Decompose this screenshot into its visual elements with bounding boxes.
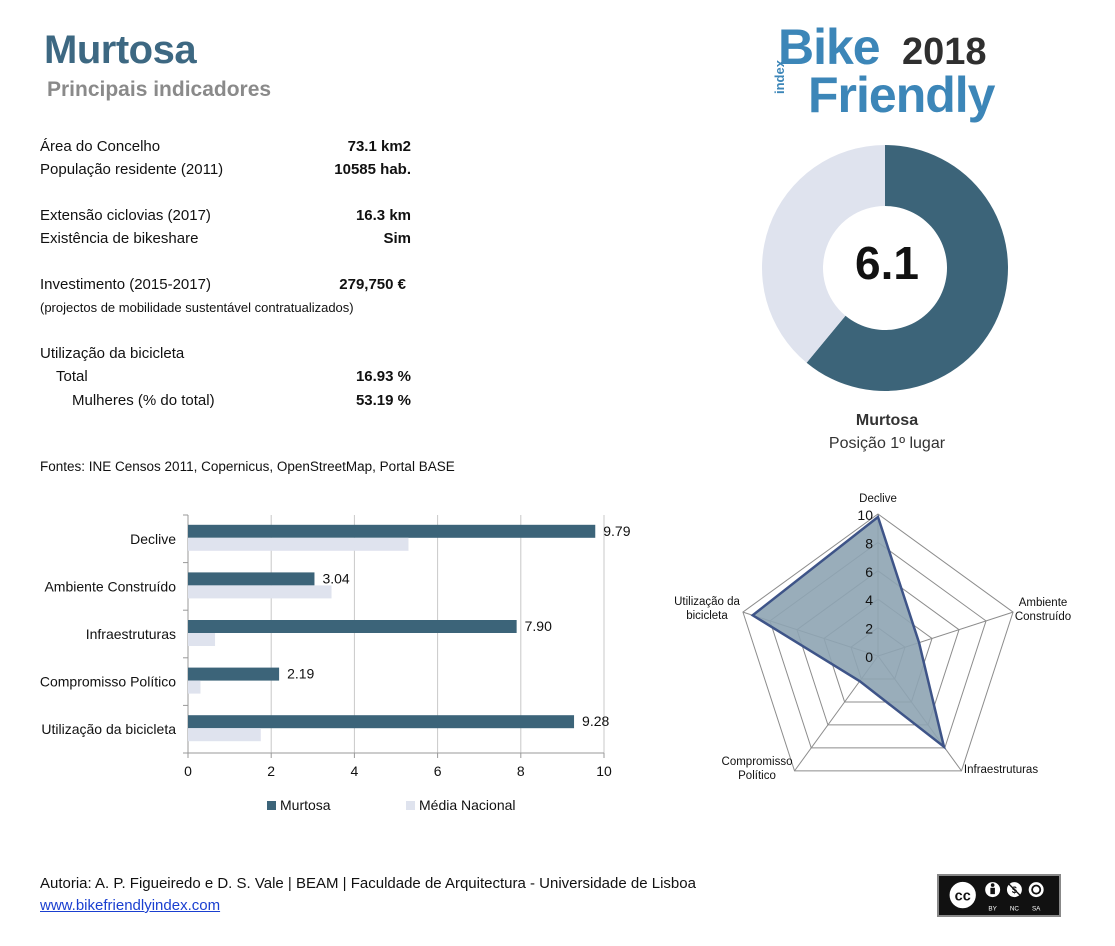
author-credit: Autoria: A. P. Figueiredo e D. S. Vale |… <box>40 875 696 892</box>
page-title: Murtosa <box>44 28 197 72</box>
bar-murtosa-2 <box>188 620 517 633</box>
logo-bike-text: Bike <box>778 19 881 75</box>
x-tick-label: 6 <box>434 763 442 779</box>
population-label: População residente (2011) <box>40 161 224 178</box>
bar-data-label: 9.28 <box>582 713 609 729</box>
legend-label-murtosa: Murtosa <box>280 797 331 813</box>
nc-label: NC <box>1010 905 1020 912</box>
usage-total-label: Total <box>56 368 88 385</box>
bar-murtosa-3 <box>188 667 280 681</box>
bar-murtosa-4 <box>188 715 575 729</box>
x-tick-label: 8 <box>517 763 525 779</box>
bar-murtosa-0 <box>188 524 596 538</box>
indicators-radar-chart: 0 2 4 6 8 10 Declive Ambiente Construído Infraest… <box>674 493 1071 782</box>
logo-year-text: 2018 <box>902 31 987 73</box>
donut-slice-1 <box>762 145 885 363</box>
x-tick-label: 2 <box>267 763 275 779</box>
bar-media-nacional-2 <box>188 633 216 646</box>
bar-data-label: 9.79 <box>603 523 630 539</box>
bar-media-nacional-1 <box>188 585 332 599</box>
investment-label: Investimento (2015-2017) <box>40 276 211 293</box>
svg-text:cc: cc <box>955 888 971 904</box>
bikeshare-label: Existência de bikeshare <box>40 230 199 247</box>
radar-tick-label: 0 <box>865 649 873 665</box>
radar-tick-label: 6 <box>865 564 873 580</box>
cycleway-label: Extensão ciclovias (2017) <box>40 207 211 224</box>
investment-note: (projectos de mobilidade sustentável con… <box>40 300 354 315</box>
bar-data-label: 2.19 <box>287 666 314 682</box>
website-link[interactable]: www.bikefriendlyindex.com <box>40 897 221 914</box>
area-value: 73.1 km2 <box>347 138 411 155</box>
sa-icon <box>1027 880 1046 899</box>
legend-swatch-murtosa <box>267 801 276 810</box>
radar-series-polygon <box>750 514 946 750</box>
radar-tick-label: 4 <box>865 592 873 608</box>
nc-icon: $ <box>1005 880 1024 899</box>
category-label: Infraestruturas <box>86 626 176 642</box>
usage-total-value: 16.93 % <box>355 368 411 385</box>
cc-icon: cc <box>946 879 979 911</box>
donut-slice-0 <box>806 145 1008 391</box>
logo-index-text: index <box>772 60 787 94</box>
bikeshare-value: Sim <box>383 230 411 247</box>
radar-tick-label: 10 <box>857 507 873 523</box>
x-tick-label: 10 <box>596 763 612 779</box>
sa-label: SA <box>1032 905 1041 912</box>
radar-tick-label: 8 <box>865 535 873 551</box>
cc-license-badge[interactable]: cc $ BY NC SA <box>937 874 1061 917</box>
indicators-bar-chart: 0 2 4 6 8 10 Declive 9.79 Ambiente Construído 3.0… <box>40 514 631 813</box>
sources-note: Fontes: INE Censos 2011, Copernicus, Ope… <box>40 459 455 474</box>
radar-axis-label: Declive <box>859 493 897 505</box>
category-label: Ambiente Construído <box>44 578 176 594</box>
usage-label: Utilização da bicicleta <box>40 345 185 362</box>
bar-media-nacional-4 <box>188 728 261 742</box>
population-value: 10585 hab. <box>334 161 411 178</box>
usage-women-value: 53.19 % <box>355 392 411 409</box>
logo-friendly-text: Friendly <box>808 67 995 123</box>
donut-score-label: 6.1 <box>855 237 919 289</box>
bar-media-nacional-0 <box>188 537 409 551</box>
x-tick-label: 0 <box>184 763 192 779</box>
category-label: Compromisso Político <box>40 674 176 690</box>
by-label: BY <box>988 905 997 912</box>
donut-city-label: Murtosa <box>855 412 919 429</box>
page-subtitle: Principais indicadores <box>47 78 272 101</box>
by-icon <box>983 880 1002 899</box>
radar-axis-label: Utilização da bicicleta <box>674 596 740 622</box>
legend-swatch-media-nacional <box>406 801 415 810</box>
score-donut-chart <box>762 145 1008 391</box>
investment-value: 279,750 € <box>339 276 406 293</box>
radar-axis-label: Infraestruturas <box>964 764 1038 776</box>
bar-data-label: 3.04 <box>322 570 349 586</box>
category-label: Declive <box>130 531 176 547</box>
legend-label-media-nacional: Média Nacional <box>419 797 516 813</box>
radar-ring <box>742 513 1014 772</box>
bar-data-label: 7.90 <box>525 618 552 634</box>
x-tick-label: 4 <box>351 763 359 779</box>
bar-murtosa-1 <box>188 572 315 586</box>
bike-friendly-logo: Bike 2018 index Friendly <box>760 18 1020 130</box>
cycleway-value: 16.3 km <box>355 207 411 224</box>
bar-media-nacional-3 <box>188 680 201 694</box>
radar-axis-label: Ambiente Construído <box>1015 597 1071 623</box>
area-label: Área do Concelho <box>40 138 161 155</box>
radar-tick-label: 2 <box>865 621 873 637</box>
donut-position-label: Posição 1º lugar <box>828 435 946 452</box>
category-label: Utilização da bicicleta <box>41 721 176 737</box>
usage-women-label: Mulheres (% do total) <box>72 392 215 409</box>
radar-axis-label: Compromisso Político <box>722 756 793 782</box>
